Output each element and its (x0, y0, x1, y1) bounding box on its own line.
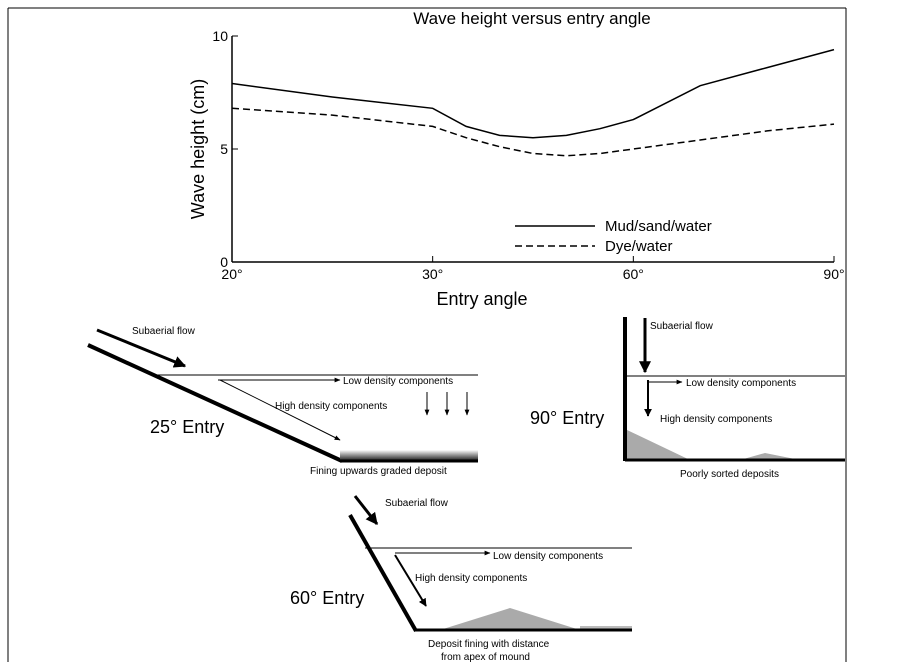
deposit (340, 450, 478, 462)
arrow (219, 379, 341, 441)
diagram-title: 60° Entry (290, 588, 364, 608)
x-axis-label: Entry angle (436, 289, 527, 309)
chart-title: Wave height versus entry angle (413, 9, 651, 28)
legend-label: Mud/sand/water (605, 218, 712, 235)
label: Subaerial flow (132, 326, 196, 337)
label: Deposit fining with distance (428, 639, 550, 650)
series-line (231, 107, 835, 157)
deposit (627, 430, 690, 460)
label: Subaerial flow (385, 498, 449, 509)
label: Low density components (493, 551, 603, 562)
label: Poorly sorted deposits (680, 469, 779, 480)
diagram-90 (623, 317, 845, 462)
arrow (353, 495, 379, 525)
diagram-title: 90° Entry (530, 408, 604, 428)
legend-label: Dye/water (605, 238, 673, 255)
label: Fining upwards graded deposit (310, 466, 447, 477)
series-line (231, 48, 835, 139)
label: Subaerial flow (650, 321, 714, 332)
x-tick-label: 20° (221, 266, 242, 282)
x-tick-label: 30° (422, 266, 443, 282)
deposit (440, 608, 580, 630)
label: High density components (660, 414, 772, 425)
chart: Wave height versus entry angle Entry ang… (188, 9, 845, 309)
slope (87, 343, 343, 463)
slope (348, 514, 418, 632)
label: from apex of mound (441, 652, 530, 662)
x-tick-label: 90° (823, 266, 844, 282)
diagram-title: 25° Entry (150, 417, 224, 437)
arrow (96, 328, 187, 368)
diagram-60 (348, 495, 632, 632)
label: High density components (415, 573, 527, 584)
diagram-25 (87, 328, 478, 463)
deposit (740, 453, 800, 460)
y-tick-label: 0 (220, 254, 228, 270)
y-tick-label: 10 (212, 28, 228, 44)
x-tick-label: 60° (623, 266, 644, 282)
label: Low density components (686, 378, 796, 389)
y-axis-label: Wave height (cm) (188, 79, 208, 219)
label: High density components (275, 401, 387, 412)
y-tick-label: 5 (220, 141, 228, 157)
arrow (394, 554, 427, 607)
label: Low density components (343, 376, 453, 387)
